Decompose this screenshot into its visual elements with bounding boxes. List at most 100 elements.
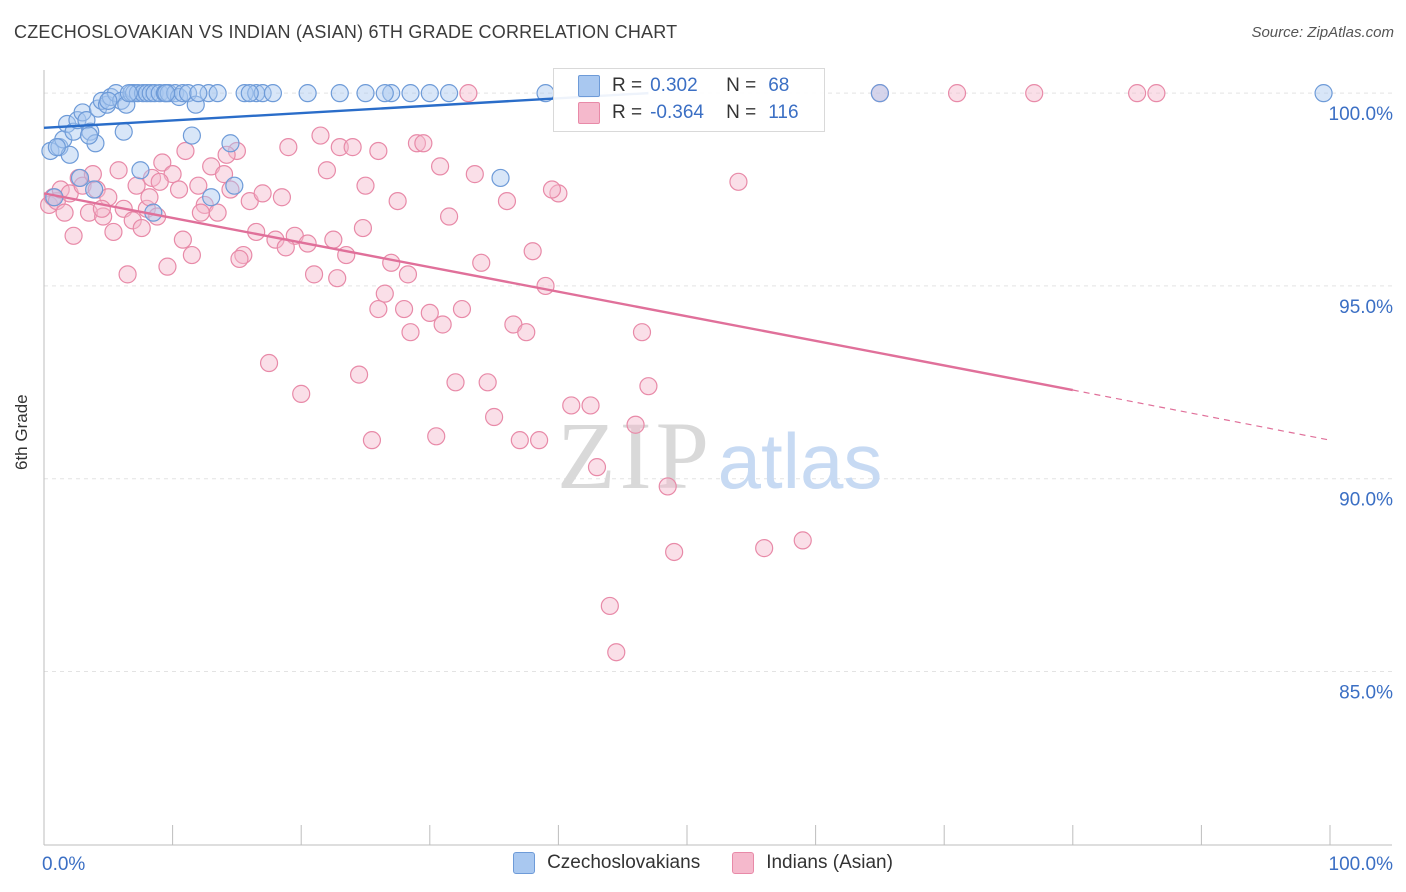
data-point xyxy=(491,168,510,188)
data-point xyxy=(478,373,497,392)
data-point xyxy=(394,299,414,319)
data-point xyxy=(119,84,138,103)
data-point xyxy=(292,384,311,403)
data-point xyxy=(230,249,249,269)
trend-line xyxy=(43,91,649,130)
data-point xyxy=(94,207,113,226)
data-point xyxy=(517,323,536,342)
data-point xyxy=(298,84,317,103)
data-point xyxy=(279,138,298,157)
data-point xyxy=(157,84,176,103)
data-point xyxy=(375,284,394,303)
trend-lines xyxy=(43,91,1331,441)
source-label: Source: ZipAtlas.com xyxy=(1251,24,1394,41)
data-point xyxy=(208,203,227,222)
data-point xyxy=(304,265,324,284)
data-point xyxy=(253,184,272,203)
data-point xyxy=(79,126,99,145)
series-legend: Czechoslovakians Indians (Asian) xyxy=(0,852,1406,874)
data-point xyxy=(208,84,227,103)
data-point xyxy=(109,161,128,180)
data-point xyxy=(439,84,459,103)
legend-swatch-pink xyxy=(732,852,755,874)
trend-line-extension xyxy=(1072,389,1331,441)
data-point xyxy=(317,161,337,180)
data-point xyxy=(240,84,259,103)
data-point xyxy=(263,84,283,103)
data-point xyxy=(420,303,439,323)
data-point xyxy=(356,176,375,195)
data-point xyxy=(1025,84,1044,103)
legend-swatch-blue xyxy=(513,852,536,874)
data-point xyxy=(182,126,201,145)
data-point xyxy=(99,91,118,110)
data-point xyxy=(459,84,478,103)
data-point xyxy=(439,207,459,226)
data-point xyxy=(382,84,401,103)
data-point xyxy=(446,373,465,392)
data-point xyxy=(272,188,292,207)
data-point xyxy=(947,84,967,103)
legend-r-value: 0.302 xyxy=(650,75,698,96)
legend-n-value: 68 xyxy=(768,75,790,96)
trend-line xyxy=(43,192,1074,392)
data-point xyxy=(70,168,90,188)
data-point xyxy=(639,377,658,396)
data-point xyxy=(349,365,369,384)
stats-legend: R = 0.302 N = 68 R = -0.364 N = 116 xyxy=(553,68,825,132)
data-point xyxy=(191,203,210,222)
legend-swatch-pink xyxy=(578,102,600,124)
data-point xyxy=(118,265,137,284)
data-point xyxy=(214,165,234,184)
series-indians-points xyxy=(40,84,1166,662)
data-point xyxy=(328,269,347,288)
legend-label-indians: Indians (Asian) xyxy=(766,852,893,873)
legend-r-label: R = xyxy=(612,75,643,96)
legend-item-indians: Indians (Asian) xyxy=(732,852,893,874)
data-point xyxy=(369,299,388,319)
y-tick-label: 85.0% xyxy=(1339,682,1393,703)
data-point xyxy=(253,84,272,103)
data-point xyxy=(793,531,812,550)
data-point xyxy=(510,431,529,450)
data-point xyxy=(362,431,382,450)
axes xyxy=(43,70,1392,846)
data-point xyxy=(131,161,150,180)
data-point xyxy=(414,134,433,153)
data-point xyxy=(221,134,240,153)
data-point xyxy=(47,138,66,157)
watermark: ZIP atlas xyxy=(557,402,882,509)
data-point xyxy=(388,191,407,211)
data-point xyxy=(523,242,542,261)
gridlines xyxy=(44,92,1392,672)
data-point xyxy=(140,188,159,207)
data-point xyxy=(755,539,774,558)
data-point xyxy=(600,596,619,616)
x-tick-label: 0.0% xyxy=(42,854,85,875)
data-point xyxy=(729,172,748,191)
data-point xyxy=(330,138,349,157)
legend-item-czechoslovakians: Czechoslovakians xyxy=(513,852,700,874)
legend-row-czechoslovakians: R = 0.302 N = 68 xyxy=(578,73,789,99)
data-point xyxy=(382,253,401,272)
legend-row-indians: R = -0.364 N = 116 xyxy=(578,100,799,126)
data-point xyxy=(353,218,373,238)
data-point xyxy=(536,276,555,296)
data-point xyxy=(173,230,192,249)
data-point xyxy=(465,165,484,184)
y-tick-label: 100.0% xyxy=(1329,104,1394,125)
data-point xyxy=(343,138,362,157)
data-point xyxy=(452,299,472,319)
data-point xyxy=(153,153,172,172)
y-axis-label: 6th Grade xyxy=(12,394,31,470)
data-point xyxy=(311,126,330,145)
data-point xyxy=(158,257,177,276)
chart-title: CZECHOSLOVAKIAN VS INDIAN (ASIAN) 6TH GR… xyxy=(14,22,678,42)
legend-r-value: -0.364 xyxy=(650,102,704,123)
data-point xyxy=(356,84,375,103)
data-point xyxy=(401,323,420,342)
data-point xyxy=(189,176,208,195)
data-point xyxy=(497,191,517,211)
data-point xyxy=(64,226,83,245)
